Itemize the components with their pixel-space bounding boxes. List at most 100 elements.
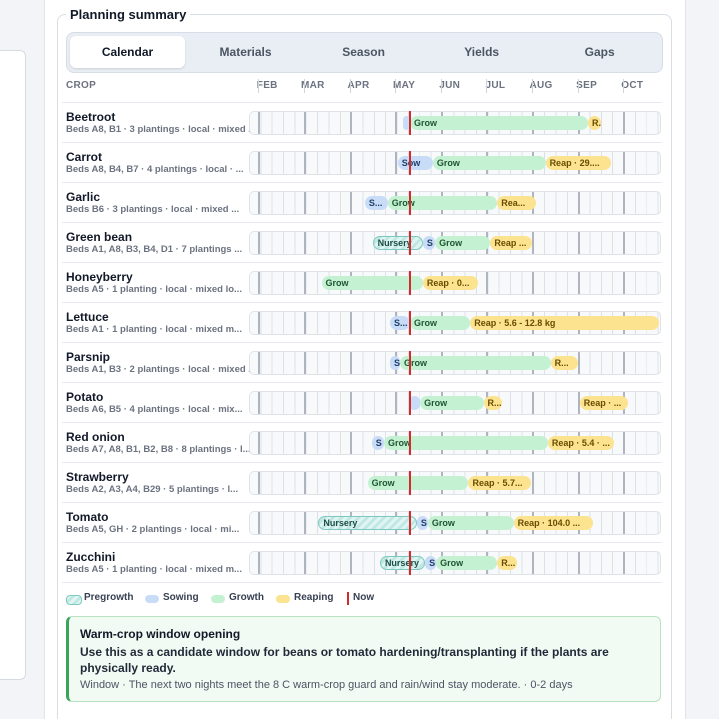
month-tick — [440, 79, 442, 93]
crop-details: Beds A1 · 1 planting · local · mixed m..… — [66, 324, 242, 335]
month-tick — [577, 79, 579, 93]
phase-bar: S... — [364, 196, 388, 210]
month-line — [623, 152, 626, 174]
crop-name: Honeyberry — [66, 270, 133, 284]
month-line — [303, 392, 306, 414]
crop-name: Parsnip — [66, 350, 111, 364]
crop-name: Beetroot — [66, 110, 116, 124]
alert-footer: Window · The next two nights meet the 8 … — [80, 679, 573, 691]
month-tick — [349, 79, 351, 93]
month-label: AUG — [529, 80, 553, 91]
month-line — [258, 192, 261, 214]
phase-bar: Grow — [384, 436, 548, 450]
separator — [62, 182, 662, 183]
phase-bar: R. — [587, 116, 601, 130]
phase-bar: Grow — [400, 356, 551, 370]
month-line — [303, 192, 306, 214]
phase-bar: Rea... — [497, 196, 536, 210]
now-line — [409, 231, 412, 255]
phase-bar: Grow — [435, 236, 491, 250]
separator — [62, 462, 662, 463]
phase-bar: S — [371, 436, 385, 450]
phase-bar — [402, 116, 411, 130]
tab[interactable]: Gaps — [584, 45, 615, 59]
month-line — [532, 552, 534, 574]
now-line — [409, 111, 412, 135]
month-line — [349, 472, 352, 494]
crop-name: Carrot — [66, 150, 103, 164]
timeline-track — [249, 351, 661, 375]
now-line — [409, 511, 412, 535]
legend-swatch — [145, 595, 159, 603]
now-line — [409, 551, 412, 575]
phase-bar: Grow — [321, 276, 423, 290]
month-tick — [486, 79, 488, 93]
month-line — [623, 192, 626, 214]
month-line — [349, 232, 352, 254]
legend-label: Reaping — [294, 592, 334, 603]
month-line — [349, 352, 352, 374]
alert-body: Use this as a candidate window for beans… — [80, 645, 609, 675]
tab[interactable]: Season — [342, 45, 385, 59]
phase-bar: S — [416, 516, 428, 530]
month-line — [258, 552, 261, 574]
phase-bar: Reap ... — [490, 236, 533, 250]
phase-bar: R... — [497, 556, 518, 570]
month-line — [258, 432, 261, 454]
month-line — [349, 152, 352, 174]
month-line — [623, 112, 626, 134]
legend-swatch — [347, 592, 349, 605]
now-line — [409, 431, 412, 455]
month-line — [577, 472, 580, 494]
separator — [62, 342, 662, 343]
tab[interactable]: Materials — [219, 45, 272, 59]
month-line — [303, 152, 306, 174]
month-line — [395, 392, 398, 414]
month-line — [303, 472, 306, 494]
month-tick — [623, 79, 625, 93]
crop-name: Red onion — [66, 430, 125, 444]
month-line — [395, 112, 398, 134]
month-label: MAY — [393, 80, 416, 91]
crop-details: Beds A1, A8, B3, B4, D1 · 7 plantings ..… — [66, 244, 243, 255]
crop-details: Beds A1, B3 · 2 plantings · local · mixe… — [66, 364, 257, 375]
phase-bar: Reap · 29.... — [545, 156, 611, 170]
separator — [62, 382, 662, 383]
legend-swatch — [66, 595, 82, 605]
crop-name: Garlic — [66, 190, 101, 204]
phase-bar: S — [389, 356, 400, 370]
now-line — [409, 271, 412, 295]
phase-bar: Grow — [432, 156, 546, 170]
month-line — [532, 272, 534, 294]
crop-details: Beds A8, B1 · 3 plantings · local · mixe… — [66, 124, 257, 135]
crop-details: Beds B6 · 3 plantings · local · mixed ..… — [66, 204, 240, 215]
month-line — [349, 392, 352, 414]
month-line — [577, 392, 580, 414]
month-line — [486, 272, 489, 294]
phase-bar: Reap · 104.0 ... — [513, 516, 593, 530]
timeline-track — [249, 471, 661, 495]
tab[interactable]: Yields — [464, 45, 500, 59]
month-line — [303, 272, 306, 294]
crop-name: Green bean — [66, 230, 133, 244]
month-line — [623, 512, 626, 534]
month-label: APR — [347, 80, 370, 91]
phase-bar: Grow — [436, 556, 498, 570]
month-line — [395, 152, 398, 174]
phase-bar: S — [425, 556, 437, 570]
phase-bar: Grow — [367, 476, 469, 490]
month-line — [258, 392, 261, 414]
crop-name: Tomato — [66, 510, 109, 524]
separator — [62, 102, 662, 103]
crop-details: Beds A5, GH · 2 plantings · local · mi..… — [66, 524, 240, 535]
crop-name: Potato — [66, 390, 104, 404]
month-line — [303, 312, 306, 334]
phase-bar: Reap · 5.4 · ... — [547, 436, 614, 450]
month-line — [623, 272, 626, 294]
crop-details: Beds A5 · 1 planting · local · mixed m..… — [66, 564, 242, 575]
tab[interactable]: Calendar — [70, 36, 185, 68]
month-line — [258, 512, 261, 534]
phase-bar: Sow — [397, 156, 433, 170]
month-line — [623, 352, 626, 374]
legend-label: Now — [353, 592, 375, 603]
